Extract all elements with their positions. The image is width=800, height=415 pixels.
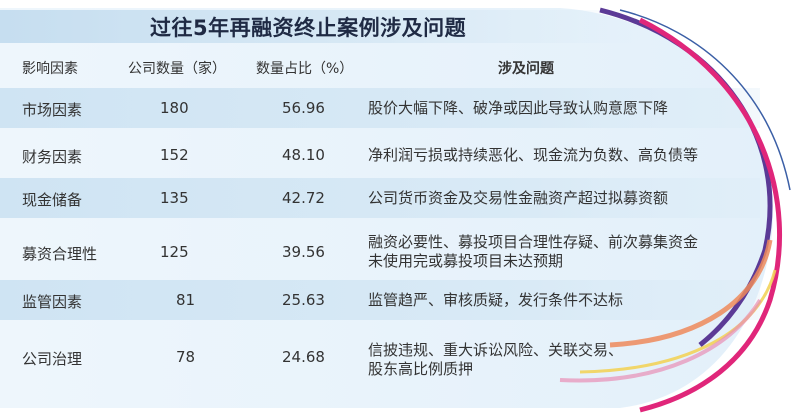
ratio-cell: 48.10 [282,146,325,164]
factor-cell: 监管因素 [22,293,83,311]
arc-orange [609,239,773,348]
count-cell: 152 [160,146,189,164]
count-cell: 81 [176,291,196,309]
ratio-cell: 56.96 [282,99,325,117]
header-count: 公司数量（家） [128,61,226,77]
count-cell: 78 [176,348,196,366]
factor-cell: 公司治理 [22,350,83,368]
issue-cell-line2: 未使用完或募投项目未达预期 [368,252,564,270]
issue-cell: 信披违规、重大诉讼风险、关联交易、 [368,341,624,359]
ratio-cell: 39.56 [282,243,325,261]
ratio-cell: 25.63 [282,291,325,309]
header-ratio: 数量占比（%） [256,61,354,77]
row-band [0,178,760,218]
arc-light-pink [559,298,762,383]
ratio-cell: 42.72 [282,189,325,207]
title-bar [0,10,640,43]
header-factor: 影响因素 [22,61,78,77]
row-band [0,88,760,128]
issue-cell: 股价大幅下降、破净或因此导致认购意愿下降 [368,99,669,117]
ratio-cell: 24.68 [282,348,325,366]
issue-cell-line2: 股东高比例质押 [368,360,474,378]
count-cell: 135 [160,189,189,207]
issue-cell: 公司货币资金及交易性金融资产超过拟募资额 [368,189,669,207]
factor-cell: 现金储备 [22,191,83,209]
issue-cell: 融资必要性、募投项目合理性存疑、前次募集资金 [368,233,699,251]
issue-cell: 净利润亏损或持续恶化、现金流为负数、高负债等 [368,146,699,164]
header-issue: 涉及问题 [498,61,554,77]
arc-yellow [579,269,777,374]
arc-blue [619,9,791,191]
count-cell: 125 [160,243,189,261]
arc-pink [638,17,783,413]
count-cell: 180 [160,99,189,117]
factor-cell: 募资合理性 [22,245,98,263]
page-title: 过往5年再融资终止案例涉及问题 [150,16,467,40]
factor-cell: 市场因素 [22,101,83,119]
factor-cell: 财务因素 [22,148,83,166]
issue-cell: 监管趋严、审核质疑，发行条件不达标 [368,291,624,309]
row-band [0,280,760,320]
